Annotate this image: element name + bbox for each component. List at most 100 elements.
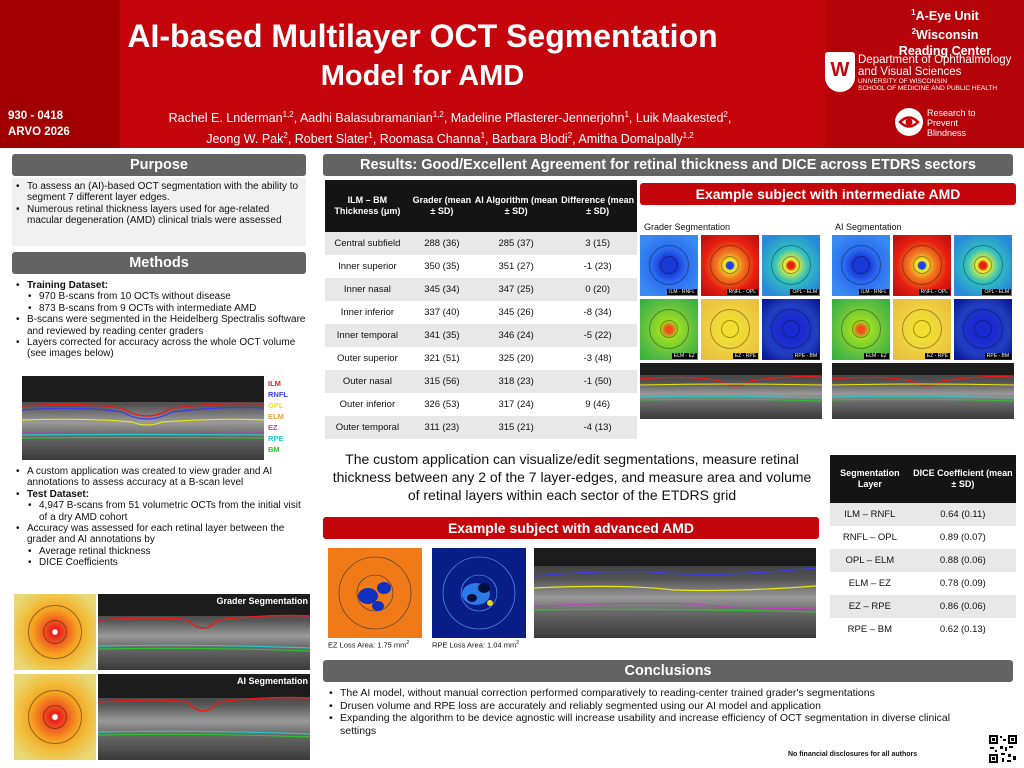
layer-legend-item: ILM (268, 379, 281, 388)
methods-panel-b: A custom application was created to view… (12, 466, 308, 588)
advanced-oct-bscan (534, 548, 816, 638)
conclusions-panel: The AI model, without manual correction … (325, 687, 955, 737)
author-affiliation-number: 2 (723, 110, 728, 119)
table-header-cell: AI Algorithm (mean ± SD) (473, 180, 559, 232)
methods-list-a: Training Dataset: 970 B-scans from 10 OC… (14, 280, 306, 360)
author-affiliation-number: 2 (567, 131, 573, 141)
rpe-loss-unit-exp: 2 (516, 640, 519, 646)
table-cell: 3 (15) (558, 232, 637, 255)
author-name: , Luik Maakested (628, 111, 724, 126)
disclosure: No financial disclosures for all authors (788, 751, 918, 758)
dice-table-row: ELM – EZ 0.78 (0.09) (830, 572, 1016, 595)
methods-panel-a: Training Dataset: 970 B-scans from 10 OC… (12, 278, 308, 372)
map-label: EZ - RPE (924, 353, 950, 359)
author-affiliation-number: 1,2 (432, 110, 444, 119)
author-affiliation-number: 1 (624, 110, 629, 119)
table-cell: 0.88 (0.06) (909, 549, 1016, 572)
methods-oct-layers (22, 376, 264, 439)
poster-id: 930 - 0418 ARVO 2026 (8, 108, 70, 140)
layer-thickness-map: OPL - ELM (954, 235, 1012, 296)
methods-list-b: A custom application was created to view… (14, 466, 306, 569)
affil-1-number: 1 (911, 8, 916, 17)
ez-loss-text: EZ Loss Area: 1.75 mm (328, 640, 407, 650)
conclusions-heading: Conclusions (323, 660, 1013, 682)
qr-code-icon[interactable] (988, 734, 1018, 764)
author-name: , Robert Slater (287, 132, 369, 147)
map-label: ILM - RNFL (667, 289, 697, 295)
table-cell: Outer inferior (339, 399, 396, 410)
intermediate-grader-bscan (640, 363, 822, 419)
layer-legend-item: BM (268, 445, 280, 454)
advanced-heading: Example subject with advanced AMD (323, 517, 819, 539)
author-name: , Madeline Pflasterer-Jennerjohn (443, 111, 625, 126)
dice-table: Segmentation Layer DICE Coefficient (mean… (830, 455, 1016, 641)
conclusion-item: The AI model, without manual correction … (327, 687, 953, 700)
layer-thickness-map: ELM - EZ (640, 299, 698, 360)
test-item: 4,947 B-scans from 51 volumetric OCTs fr… (14, 500, 306, 523)
methods-item: Layers corrected for accuracy across the… (14, 337, 306, 360)
map-label: RNFL - OPL (726, 289, 758, 295)
table-cell: -5 (22) (558, 324, 637, 347)
layer-legend-item: RNFL (268, 390, 288, 399)
rpe-loss-caption: RPE Loss Area: 1.04 mm2 (432, 640, 519, 650)
layer-legend-item: RPE (268, 434, 284, 443)
table-cell: 311 (23) (409, 416, 474, 439)
table-cell: RNFL – OPL (842, 532, 897, 543)
grader-oct-layers (98, 594, 310, 652)
table-cell: 347 (25) (473, 278, 559, 301)
table-cell: 341 (35) (409, 324, 474, 347)
purpose-heading: Purpose (12, 154, 306, 176)
intermediate-ai-label: AI Segmentation (835, 222, 902, 232)
methods-oct-bscan (22, 376, 264, 460)
grader-thickness-map (14, 594, 96, 670)
layer-thickness-map: ELM - EZ (832, 299, 890, 360)
thickness-table-header: ILM – BM Thickness (μm) Grader (mean ± SD… (325, 180, 637, 232)
poster-header: AI-based Multilayer OCT Segmentation Mod… (0, 0, 1024, 148)
dice-table-header: Segmentation Layer DICE Coefficient (mean… (830, 455, 1016, 503)
ai-seg-label: AI Segmentation (236, 676, 308, 686)
layer-thickness-map: ILM - RNFL (832, 235, 890, 296)
conclusions-list: The AI model, without manual correction … (327, 687, 953, 737)
thickness-table-body: Central subfield 288 (36) 285 (37) 3 (15) In… (325, 232, 637, 439)
map-label: ELM - EZ (863, 353, 889, 359)
layer-thickness-map: ILM - RNFL (640, 235, 698, 296)
map-label: OPL - ELM (790, 289, 819, 295)
dept-line-1: Department of Ophthalmology (858, 54, 1012, 66)
table-cell: 321 (51) (424, 353, 460, 364)
table-cell: 0.78 (0.09) (939, 578, 986, 589)
ai-thickness-maps: ILM - RNFL RNFL - OPL OPL - ELM ELM - EZ EZ … (832, 235, 1012, 361)
table-cell: ILM – RNFL (830, 503, 910, 526)
training-item: 873 B-scans from 9 OCTs with intermediat… (14, 303, 306, 315)
table-cell: 0.62 (0.13) (939, 624, 986, 635)
grader-oct-bscan (98, 594, 310, 670)
table-cell: -8 (34) (583, 307, 612, 318)
table-cell: 0.64 (0.11) (909, 503, 1016, 526)
ez-loss-map (328, 548, 422, 638)
author-affiliation-number: 1,2 (682, 131, 694, 141)
department-name: Department of Ophthalmology and Visual S… (858, 54, 1024, 92)
table-header-cell: DICE Coefficient (mean ± SD) (909, 455, 1016, 503)
map-label: RPE - BM (984, 353, 1011, 359)
poster-number: 930 - 0418 (8, 110, 63, 122)
author-name: , Barbara Blodi (485, 132, 568, 147)
thickness-table-row: Inner superior 350 (35) 351 (27) -1 (23) (325, 255, 637, 278)
uw-crest-logo: W (825, 52, 855, 92)
table-header-cell: Grader (mean ± SD) (409, 180, 474, 232)
table-cell: Inner temporal (325, 324, 410, 347)
table-cell: Inner superior (338, 261, 397, 272)
table-header-cell: Difference (mean ± SD) (558, 180, 637, 232)
accuracy-item: DICE Coefficients (14, 557, 306, 569)
layer-thickness-map: EZ - RPE (893, 299, 951, 360)
thickness-table-row: Inner inferior 337 (40) 345 (26) -8 (34) (325, 301, 637, 324)
table-cell: 0 (20) (558, 278, 637, 301)
table-cell: Outer superior (337, 353, 398, 364)
thickness-table-row: Outer temporal 311 (23) 315 (21) -4 (13) (325, 416, 637, 439)
test-label: Test Dataset: (27, 488, 90, 500)
purpose-item: Numerous retinal thickness layers used f… (14, 204, 304, 227)
affil-2-number: 2 (911, 27, 917, 37)
dept-line-2: and Visual Sciences (858, 66, 962, 78)
table-cell: 318 (23) (473, 370, 559, 393)
author-name: , Amitha Domalpally (572, 132, 683, 147)
map-label: RPE - BM (792, 353, 819, 359)
author-name: , Roomasa Channa (372, 132, 481, 147)
